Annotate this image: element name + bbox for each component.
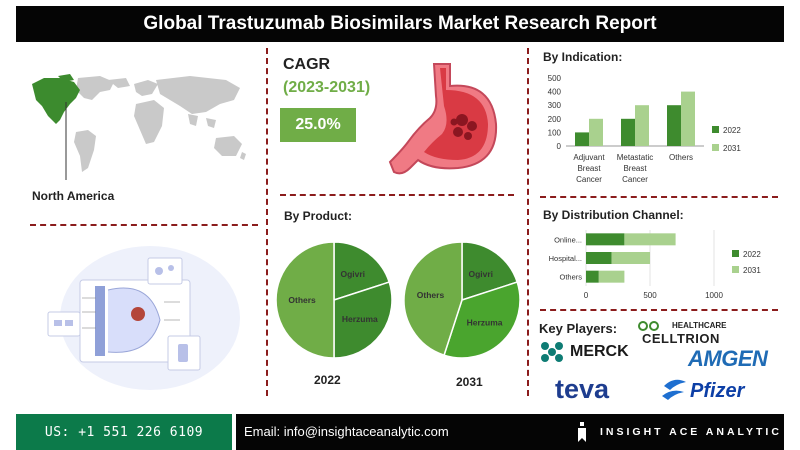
pie-slice-others bbox=[403, 241, 463, 357]
bar-2031 bbox=[681, 91, 695, 146]
legend-swatch-2031 bbox=[712, 144, 719, 151]
bar-2022 bbox=[586, 252, 612, 264]
by-product-title: By Product: bbox=[284, 209, 353, 223]
x-tick-label: 0 bbox=[584, 291, 589, 300]
report-title: Global Trastuzumab Biosimilars Market Re… bbox=[16, 6, 784, 42]
bar-2022 bbox=[586, 233, 625, 246]
divider-indication bbox=[540, 196, 778, 198]
bar-2031 bbox=[589, 118, 603, 146]
bar-2022 bbox=[621, 118, 635, 146]
y-tick-label: Online... bbox=[554, 235, 582, 244]
celltrion-logo-icon: HEALTHCARE CELLTRION bbox=[638, 318, 738, 346]
pie-slice-herzuma bbox=[333, 281, 393, 359]
legend-swatch-2022 bbox=[712, 126, 719, 133]
amgen-logo-icon: AMGEN bbox=[688, 346, 768, 371]
x-tick-label: Breast bbox=[577, 164, 601, 173]
brand-logo-icon bbox=[578, 422, 586, 442]
legend-swatch-2031 bbox=[732, 266, 739, 273]
y-tick-label: 200 bbox=[548, 115, 562, 124]
legend-label: 2031 bbox=[723, 144, 741, 153]
x-tick-label: Breast bbox=[623, 164, 647, 173]
footer-bar: Email: info@insightaceanalytic.com INSIG… bbox=[236, 414, 784, 450]
pie-label: Ogivri bbox=[340, 269, 365, 279]
by-channel-title: By Distribution Channel: bbox=[543, 208, 684, 222]
bar-2031 bbox=[635, 105, 649, 146]
x-tick-label: Cancer bbox=[622, 175, 648, 184]
bar-2022 bbox=[575, 132, 589, 146]
y-tick-label: 400 bbox=[548, 88, 562, 97]
x-tick-label: Others bbox=[669, 153, 693, 162]
breast-anatomy-illustration bbox=[47, 246, 240, 390]
product-pie-2022: Ogivri Herzuma Others bbox=[275, 241, 393, 359]
y-tick-label: Hospital... bbox=[549, 254, 582, 263]
pfizer-label: Pfizer bbox=[690, 380, 745, 402]
x-tick-label: 1000 bbox=[705, 291, 723, 300]
celltrion-sub-label: HEALTHCARE bbox=[672, 321, 727, 330]
pie-label: Ogivri bbox=[468, 269, 493, 279]
x-tick-label: Cancer bbox=[576, 175, 602, 184]
y-tick-label: 300 bbox=[548, 101, 562, 110]
bar-2022 bbox=[667, 105, 681, 146]
legend-label: 2022 bbox=[723, 126, 741, 135]
merck-logo-icon: MERCK bbox=[540, 341, 640, 365]
pie-slice-ogivri bbox=[333, 241, 391, 302]
bar-2031 bbox=[624, 233, 676, 246]
x-tick-label: 500 bbox=[643, 291, 657, 300]
celltrion-label: CELLTRION bbox=[642, 331, 720, 346]
x-tick-label: Adjuvant bbox=[573, 153, 605, 162]
pie-label: Others bbox=[288, 295, 316, 305]
y-tick-label: 0 bbox=[557, 142, 562, 151]
pie-slice-ogivri bbox=[461, 241, 519, 302]
region-label: North America bbox=[32, 189, 115, 203]
divider-left bbox=[266, 48, 268, 396]
legend-label: 2031 bbox=[743, 266, 761, 275]
bar-2031 bbox=[611, 252, 650, 264]
y-tick-label: 100 bbox=[548, 128, 562, 137]
key-players-title: Key Players: bbox=[539, 321, 618, 336]
by-indication-title: By Indication: bbox=[543, 50, 623, 64]
divider-channel bbox=[540, 309, 778, 311]
pie-slice-others bbox=[275, 241, 335, 359]
cagr-title: CAGR bbox=[283, 56, 331, 73]
pie-slice-herzuma bbox=[443, 281, 521, 359]
pie-label: Herzuma bbox=[342, 314, 378, 324]
world-map-image bbox=[32, 74, 246, 180]
y-tick-label: Others bbox=[559, 273, 582, 282]
product-pie-2031: Ogivri Herzuma Others bbox=[403, 241, 521, 359]
bar-2031 bbox=[598, 270, 625, 283]
merck-label: MERCK bbox=[570, 343, 629, 360]
pie-label: Herzuma bbox=[467, 318, 503, 328]
stomach-illustration bbox=[388, 63, 498, 175]
footer-email: Email: info@insightaceanalytic.com bbox=[244, 424, 449, 439]
footer-phone: US: +1 551 226 6109 bbox=[16, 414, 232, 450]
footer-brand: INSIGHT ACE ANALYTIC bbox=[600, 426, 782, 438]
bar-2022 bbox=[586, 270, 599, 283]
pfizer-logo-icon: Pfizer bbox=[660, 376, 760, 410]
pie-caption-2022: 2022 bbox=[314, 373, 341, 387]
divider-right bbox=[527, 48, 529, 396]
channel-bar-chart: 0 500 1000 Online... Hospital... Others 2022 20… bbox=[549, 230, 761, 300]
divider-region bbox=[30, 224, 258, 226]
legend-label: 2022 bbox=[743, 250, 761, 259]
divider-cagr bbox=[280, 194, 514, 196]
pie-caption-2031: 2031 bbox=[456, 375, 483, 389]
cagr-period: (2023-2031) bbox=[283, 79, 371, 96]
cagr-value: 25.0% bbox=[280, 108, 356, 142]
pie-label: Others bbox=[417, 290, 445, 300]
legend-swatch-2022 bbox=[732, 250, 739, 257]
indication-bar-chart: 0 100 200 300 400 500 Adjuvant Breast Cancer Meta… bbox=[548, 74, 742, 184]
teva-logo-icon: teva bbox=[555, 374, 610, 404]
y-tick-label: 500 bbox=[548, 74, 562, 83]
x-tick-label: Metastatic bbox=[617, 153, 653, 162]
